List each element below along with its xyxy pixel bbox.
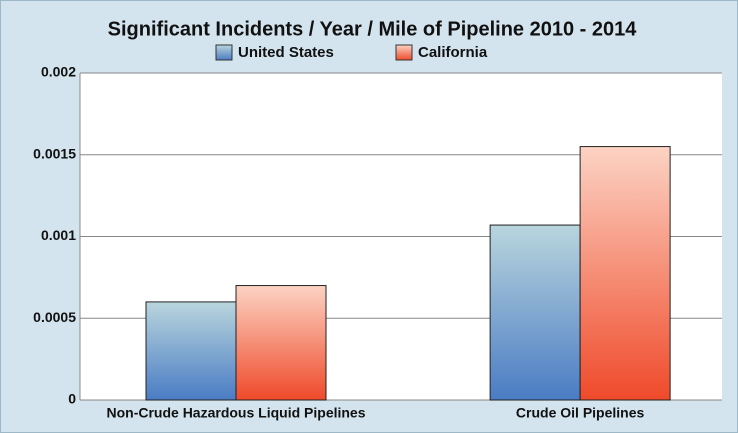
y-tick-label: 0.002 bbox=[41, 64, 76, 80]
bar bbox=[489, 224, 581, 401]
y-tick-label: 0.0005 bbox=[33, 309, 76, 325]
bar bbox=[145, 301, 237, 401]
bar bbox=[579, 146, 671, 401]
legend-label: United States bbox=[238, 44, 334, 61]
legend-swatch bbox=[395, 44, 413, 61]
y-tick-label: 0.0015 bbox=[33, 145, 76, 161]
bar bbox=[235, 285, 327, 401]
chart-title: Significant Incidents / Year / Mile of P… bbox=[108, 18, 638, 40]
x-tick-label: Crude Oil Pipelines bbox=[516, 405, 645, 421]
x-tick-label: Non-Crude Hazardous Liquid Pipelines bbox=[106, 405, 365, 421]
y-tick-label: 0.001 bbox=[41, 227, 76, 243]
y-tick-label: 0 bbox=[68, 391, 76, 407]
legend-label: California bbox=[418, 44, 488, 61]
legend-swatch bbox=[215, 44, 233, 61]
